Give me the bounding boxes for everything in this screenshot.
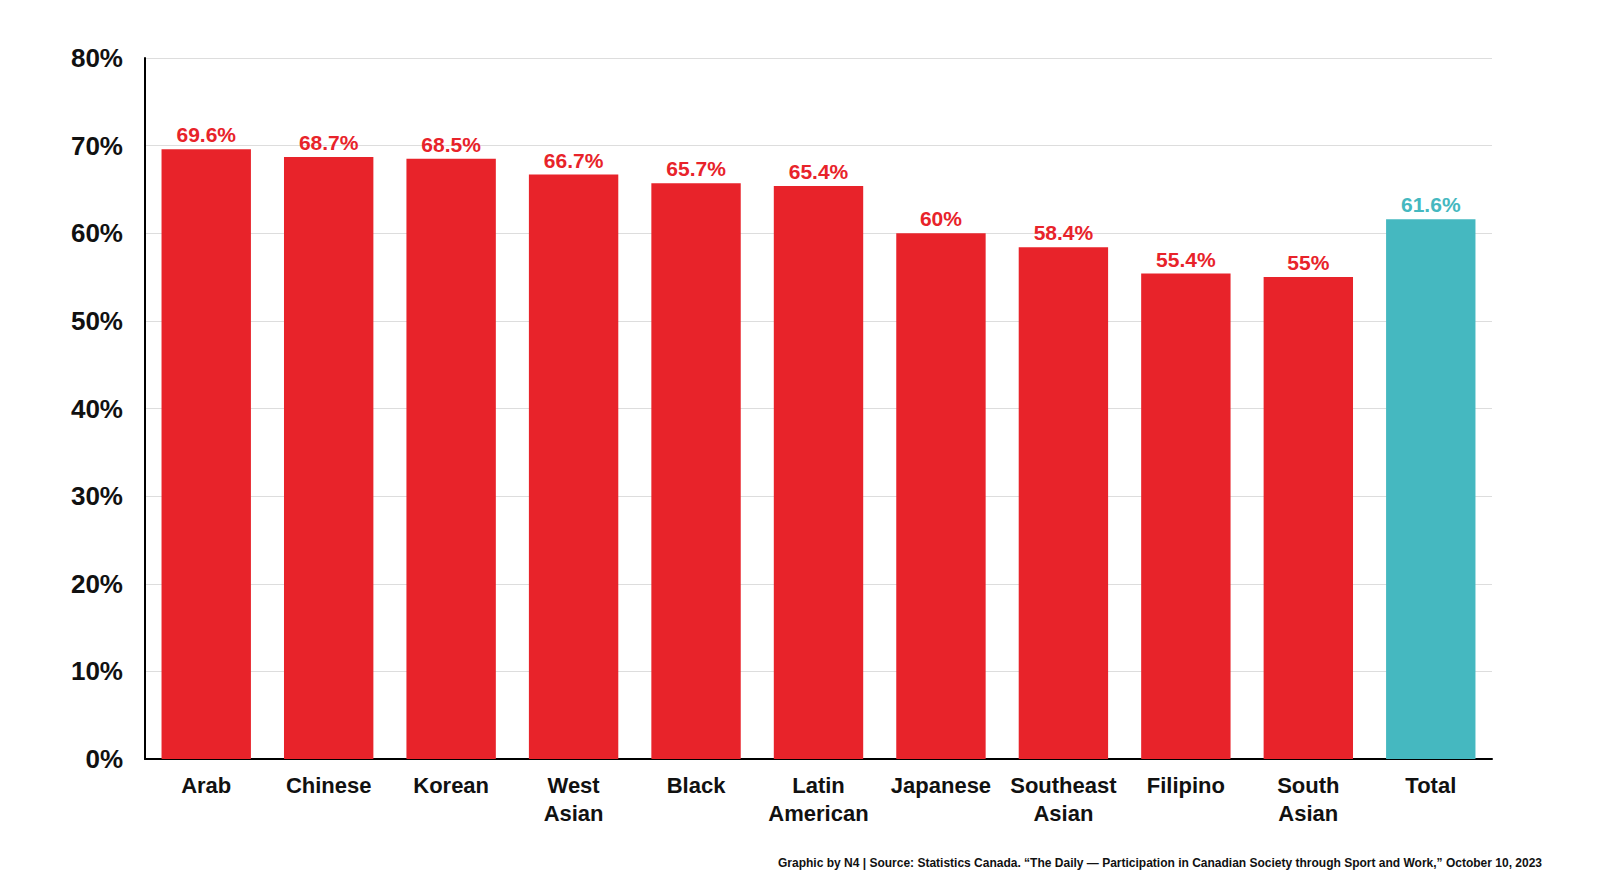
svg-text:Asian: Asian: [544, 801, 604, 826]
svg-text:55%: 55%: [1287, 251, 1329, 274]
svg-text:65.7%: 65.7%: [666, 157, 726, 180]
svg-text:80%: 80%: [71, 43, 123, 73]
svg-text:Southeast: Southeast: [1010, 773, 1117, 798]
svg-text:Filipino: Filipino: [1147, 773, 1225, 798]
svg-text:West: West: [548, 773, 601, 798]
svg-text:Chinese: Chinese: [286, 773, 372, 798]
svg-text:Asian: Asian: [1033, 801, 1093, 826]
svg-text:Black: Black: [667, 773, 726, 798]
svg-text:55.4%: 55.4%: [1156, 248, 1216, 271]
svg-text:Arab: Arab: [181, 773, 231, 798]
svg-text:69.6%: 69.6%: [176, 123, 236, 146]
svg-text:68.5%: 68.5%: [421, 133, 481, 156]
svg-text:American: American: [768, 801, 868, 826]
svg-text:South: South: [1277, 773, 1339, 798]
svg-text:10%: 10%: [71, 656, 123, 686]
svg-text:50%: 50%: [71, 306, 123, 336]
svg-text:40%: 40%: [71, 394, 123, 424]
svg-text:60%: 60%: [71, 218, 123, 248]
svg-text:Japanese: Japanese: [891, 773, 991, 798]
svg-text:Latin: Latin: [792, 773, 845, 798]
svg-text:Asian: Asian: [1278, 801, 1338, 826]
svg-text:70%: 70%: [71, 131, 123, 161]
svg-text:20%: 20%: [71, 569, 123, 599]
svg-text:0%: 0%: [85, 744, 123, 774]
svg-text:58.4%: 58.4%: [1034, 221, 1094, 244]
svg-text:65.4%: 65.4%: [789, 160, 849, 183]
svg-text:60%: 60%: [920, 207, 962, 230]
svg-text:68.7%: 68.7%: [299, 131, 359, 154]
svg-text:61.6%: 61.6%: [1401, 193, 1461, 216]
svg-text:Korean: Korean: [413, 773, 489, 798]
svg-text:Graphic by N4 | Source: Statis: Graphic by N4 | Source: Statistics Canad…: [778, 856, 1542, 870]
svg-text:30%: 30%: [71, 481, 123, 511]
svg-text:Total: Total: [1405, 773, 1456, 798]
svg-text:66.7%: 66.7%: [544, 149, 604, 172]
